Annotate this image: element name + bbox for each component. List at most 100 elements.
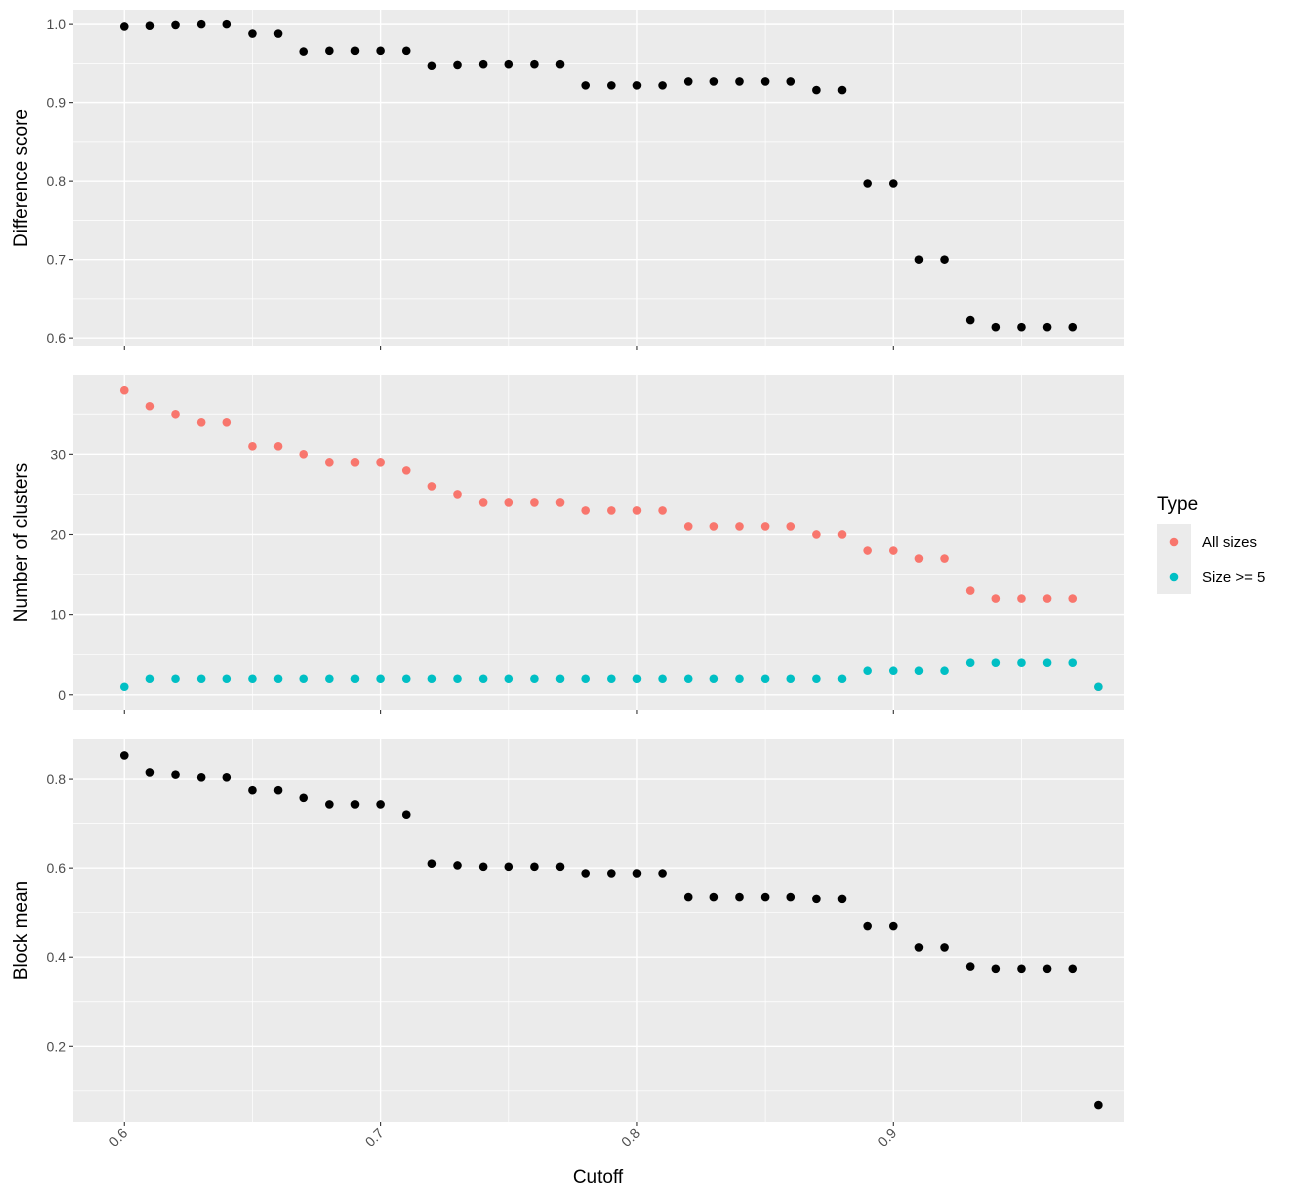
data-point	[940, 554, 949, 563]
data-point	[401, 46, 411, 56]
data-point	[530, 59, 539, 69]
data-point	[1017, 322, 1026, 332]
panel-2: 0 10 20 30 Number of clusters	[11, 375, 1124, 714]
y-tick-label: 10	[50, 607, 66, 623]
data-point	[709, 522, 719, 531]
data-point	[350, 800, 360, 809]
panel-3: 0.2 0.4 0.6 0.8 Block mean	[11, 739, 1124, 1126]
data-point	[991, 594, 1001, 603]
data-point	[145, 674, 155, 684]
legend-key	[1169, 572, 1179, 582]
data-point	[171, 674, 180, 684]
data-point	[273, 442, 283, 451]
data-point	[273, 674, 283, 684]
data-point	[248, 785, 257, 795]
data-point	[837, 894, 847, 904]
data-point	[1042, 964, 1052, 974]
data-point	[709, 674, 719, 684]
data-point	[478, 674, 488, 684]
panel-background	[73, 375, 1124, 710]
data-point	[222, 19, 232, 29]
data-point	[350, 458, 360, 467]
y-tick-label: 0.8	[47, 771, 67, 787]
data-point	[401, 466, 411, 475]
y-tick-label: 0.8	[47, 173, 67, 189]
data-point	[376, 800, 385, 809]
data-point	[735, 674, 744, 684]
data-point	[171, 770, 180, 779]
data-point	[658, 869, 667, 878]
y-tick-label: 0.9	[47, 95, 67, 111]
data-point	[555, 862, 565, 872]
y-tick-label: 20	[50, 526, 66, 542]
data-point	[376, 46, 385, 56]
data-point	[453, 60, 462, 70]
data-point	[837, 674, 847, 684]
panel-background	[73, 10, 1124, 346]
data-point	[145, 768, 155, 777]
series-points	[119, 751, 1103, 1110]
data-point	[196, 773, 206, 782]
data-point	[581, 81, 590, 90]
data-point	[196, 417, 206, 427]
data-point	[248, 674, 257, 684]
data-point	[427, 674, 437, 684]
data-point	[760, 522, 770, 531]
data-point	[299, 674, 309, 684]
data-point	[504, 674, 514, 684]
data-point	[145, 21, 155, 31]
data-point	[632, 674, 642, 684]
data-point	[504, 862, 514, 872]
data-point	[1017, 964, 1026, 974]
data-point	[786, 522, 796, 531]
data-point	[940, 943, 949, 952]
data-point	[1068, 322, 1078, 332]
data-point	[683, 892, 693, 902]
data-point	[504, 59, 514, 69]
legend: Type All sizes Size >= 5	[1157, 494, 1265, 594]
data-point	[222, 417, 232, 427]
data-point	[1094, 1100, 1103, 1110]
data-point	[812, 674, 821, 684]
y-axis-title: Number of clusters	[11, 463, 32, 622]
y-axis-title: Difference score	[11, 109, 32, 247]
data-point	[401, 674, 411, 684]
data-point	[607, 506, 616, 515]
series-points	[119, 19, 1078, 332]
data-point	[376, 674, 385, 684]
data-point	[1042, 322, 1052, 332]
data-point	[453, 861, 462, 870]
data-point	[273, 785, 283, 795]
data-point	[812, 85, 821, 95]
data-point	[965, 962, 975, 971]
data-point	[658, 674, 667, 684]
legend-title: Type	[1157, 494, 1198, 515]
data-point	[1042, 658, 1052, 668]
data-point	[401, 810, 411, 820]
data-point	[325, 458, 334, 467]
series-size-5	[119, 658, 1103, 692]
data-point	[248, 442, 257, 451]
data-point	[965, 658, 975, 668]
data-point	[325, 674, 334, 684]
data-point	[453, 490, 462, 499]
data-point	[786, 892, 796, 902]
panels-layer: 0.6 0.7 0.8 0.9 1.0 Difference score 0 10 20 30 Nu…	[11, 10, 1124, 1150]
data-point	[914, 943, 924, 952]
y-tick-label: 0.2	[47, 1038, 67, 1054]
data-point	[1017, 594, 1026, 603]
data-point	[888, 546, 898, 555]
data-point	[581, 506, 590, 515]
data-point	[991, 964, 1001, 974]
data-point	[145, 401, 155, 411]
data-point	[350, 674, 360, 684]
data-point	[683, 522, 693, 531]
data-point	[760, 892, 770, 902]
data-point	[632, 869, 642, 878]
legend-key	[1169, 537, 1179, 547]
data-point	[119, 385, 129, 395]
data-point	[940, 666, 949, 676]
data-point	[658, 81, 667, 90]
data-point	[478, 862, 488, 872]
data-point	[581, 869, 590, 878]
